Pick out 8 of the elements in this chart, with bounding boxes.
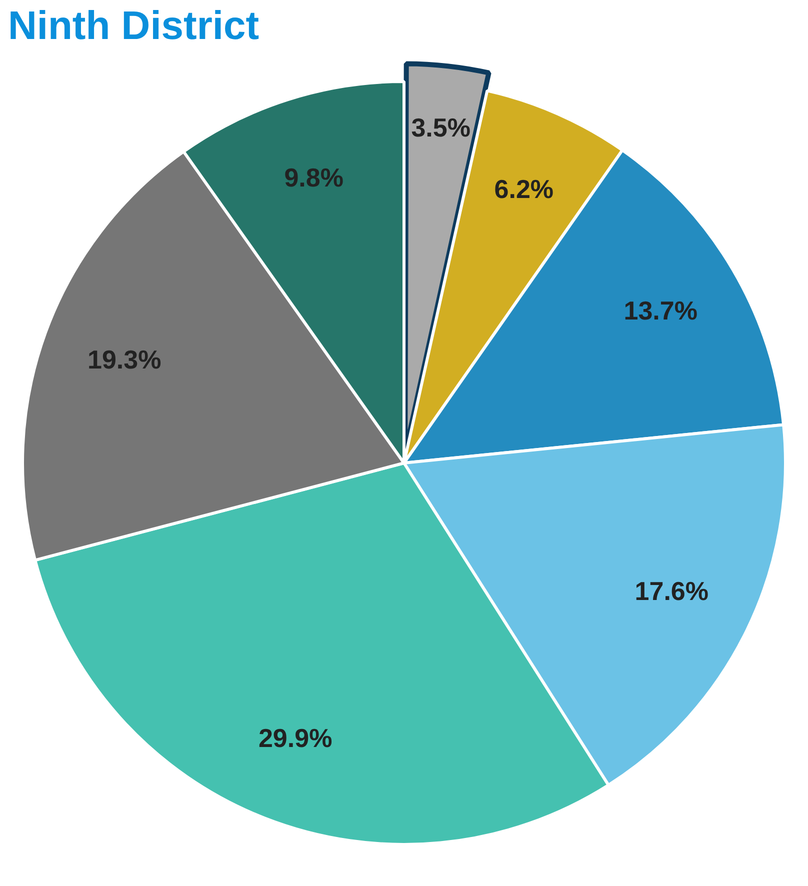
data-label: 19.3% (87, 344, 162, 374)
data-label: 29.9% (258, 723, 332, 754)
data-label: 9.8% (284, 162, 344, 193)
data-label: 17.6% (634, 576, 709, 606)
data-label: 6.2% (494, 174, 554, 204)
data-label: 3.5% (411, 112, 470, 142)
data-label: 13.7% (624, 296, 698, 326)
chart-title: Ninth District (8, 3, 260, 50)
